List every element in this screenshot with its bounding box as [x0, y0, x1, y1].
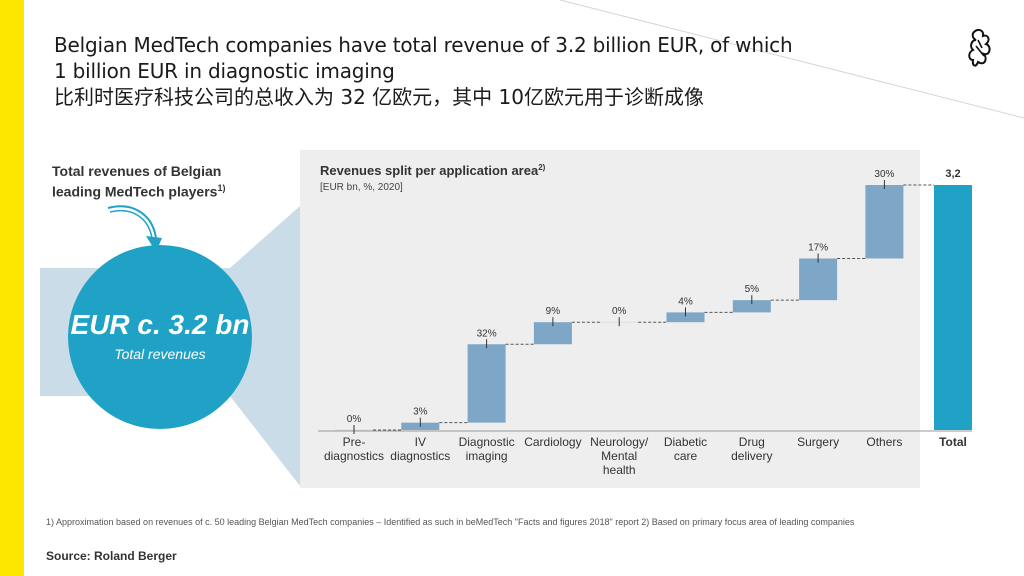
category-label-0: Pre-diagnostics — [324, 435, 384, 463]
waterfall-bar-7 — [799, 258, 838, 301]
yellow-accent-bar — [0, 0, 24, 576]
bar-value-label-5: 4% — [678, 296, 693, 307]
total-revenue-circle: EUR c. 3.2 bn Total revenues — [68, 245, 252, 429]
curved-arrow-icon — [107, 205, 162, 252]
category-label-4: Neurology/Mental health — [590, 435, 649, 477]
footnote: 1) Approximation based on revenues of c.… — [46, 517, 855, 527]
bar-value-label-6: 5% — [745, 284, 760, 295]
left-heading-sup: 1) — [217, 183, 226, 193]
waterfall-bar-2 — [467, 344, 506, 423]
title-line-2: 1 billion EUR in diagnostic imaging — [54, 59, 395, 83]
category-label-5: Diabetic care — [664, 435, 707, 463]
category-label-7: Surgery — [797, 435, 839, 449]
waterfall-bar-6 — [732, 300, 771, 313]
waterfall-bar-5 — [666, 312, 705, 323]
flemish-lion-logo-icon — [968, 28, 991, 67]
bar-value-label-8: 30% — [874, 169, 894, 180]
title-chinese: 比利时医疗科技公司的总收入为 32 亿欧元，其中 10亿欧元用于诊断成像 — [54, 85, 704, 109]
category-label-1: IV diagnostics — [390, 435, 450, 463]
category-label-6: Drug delivery — [731, 435, 772, 463]
chart-title-sup: 2) — [538, 163, 545, 172]
source-label: Source: Roland Berger — [46, 549, 177, 563]
category-label-3: Cardiology — [524, 435, 581, 449]
chart-subtitle: [EUR bn, %, 2020] — [320, 182, 403, 193]
bar-value-label-2: 32% — [477, 328, 497, 339]
bar-value-label-0: 0% — [347, 414, 362, 425]
slide-title: Belgian MedTech companies have total rev… — [54, 32, 904, 110]
waterfall-bar-3 — [533, 322, 572, 345]
bar-value-label-3: 9% — [546, 306, 561, 317]
left-heading-line-2: leading MedTech players — [52, 183, 218, 200]
chart-title: Revenues split per application area — [320, 163, 539, 178]
circle-value: EUR c. 3.2 bn — [70, 309, 250, 340]
category-label-8: Others — [866, 435, 902, 449]
waterfall-bar-8 — [865, 185, 904, 259]
bar-value-label-4: 0% — [612, 306, 627, 317]
left-heading: Total revenues of Belgian leading MedTec… — [52, 163, 272, 201]
chart-panel — [300, 150, 920, 488]
category-label-2: Diagnostic imaging — [459, 435, 515, 463]
svg-text:Revenues split per application: Revenues split per application area2) — [320, 163, 546, 178]
total-category-label: Total — [939, 435, 967, 449]
bar-value-label-7: 17% — [808, 243, 828, 254]
left-heading-line-1: Total revenues of Belgian — [52, 163, 222, 179]
title-line-1: Belgian MedTech companies have total rev… — [54, 33, 793, 57]
total-value-label: 3,2 — [945, 168, 960, 180]
bar-value-label-1: 3% — [413, 407, 428, 418]
total-bar — [934, 185, 972, 430]
circle-caption: Total revenues — [114, 346, 206, 362]
